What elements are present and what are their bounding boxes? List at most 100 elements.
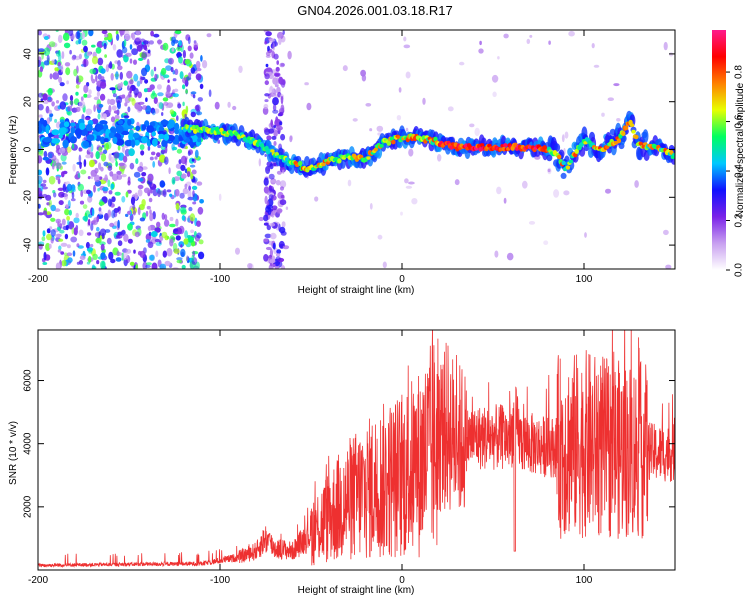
noise-blob — [369, 128, 373, 132]
figure-title: GN04.2026.001.03.18.R17 — [297, 3, 453, 18]
noise-blob — [176, 257, 183, 261]
noise-blob — [177, 103, 182, 109]
noise-blob — [54, 208, 61, 212]
ridge-halo — [554, 143, 561, 152]
noise-blob — [70, 126, 76, 134]
noise-blob — [278, 223, 281, 232]
noise-blob — [92, 253, 98, 260]
noise-blob — [95, 134, 102, 142]
noise-blob — [63, 42, 71, 49]
noise-blob — [265, 63, 269, 68]
noise-blob — [66, 244, 71, 249]
noise-blob — [80, 189, 84, 198]
noise-blob — [50, 217, 56, 222]
noise-blob — [149, 156, 154, 161]
noise-blob — [62, 183, 66, 193]
noise-blob — [179, 206, 187, 213]
noise-blob — [129, 87, 132, 94]
noise-blob — [496, 186, 502, 195]
noise-blob — [663, 229, 669, 236]
noise-blob — [172, 146, 178, 151]
noise-blob — [78, 38, 82, 45]
colorbar-tick-label: 0.4 — [734, 164, 745, 178]
x-tick-label: 0 — [399, 575, 405, 586]
noise-blob — [179, 192, 185, 199]
noise-blob — [265, 54, 271, 58]
noise-blob — [506, 252, 514, 261]
noise-blob — [347, 179, 352, 187]
noise-blob — [187, 150, 191, 157]
noise-blob — [146, 262, 152, 266]
noise-blob — [131, 48, 139, 56]
noise-blob — [133, 171, 141, 178]
noise-blob — [67, 110, 73, 116]
noise-blob — [276, 60, 280, 65]
noise-blob — [116, 250, 120, 257]
noise-blob — [110, 156, 115, 164]
noise-blob — [110, 73, 114, 81]
noise-blob — [48, 175, 56, 185]
noise-blob — [115, 160, 118, 167]
noise-blob — [103, 42, 107, 50]
noise-blob — [376, 125, 384, 132]
noise-blob — [137, 189, 143, 197]
noise-blob — [191, 254, 195, 261]
ridge-core — [219, 127, 224, 133]
noise-blob — [263, 253, 269, 262]
noise-blob — [124, 139, 133, 147]
noise-blob — [127, 119, 132, 126]
noise-blob — [41, 236, 46, 242]
noise-blob — [184, 157, 188, 166]
noise-blob — [214, 101, 220, 110]
noise-blob — [48, 41, 56, 48]
noise-blob — [158, 102, 164, 110]
noise-blob — [43, 36, 49, 40]
noise-blob — [189, 52, 194, 59]
noise-blob — [176, 148, 183, 154]
noise-blob — [148, 181, 152, 188]
noise-blob — [38, 103, 44, 111]
noise-blob — [115, 71, 119, 80]
noise-blob — [133, 87, 139, 96]
noise-blob — [104, 213, 109, 221]
noise-blob — [100, 153, 107, 162]
noise-blob — [128, 132, 134, 142]
noise-blob — [100, 243, 105, 251]
noise-blob — [77, 183, 85, 192]
noise-blob — [197, 97, 203, 102]
noise-blob — [78, 229, 84, 237]
noise-blob — [43, 150, 48, 158]
noise-blob — [188, 206, 193, 212]
noise-blob — [263, 222, 269, 226]
noise-blob — [238, 65, 243, 74]
noise-blob — [197, 137, 202, 143]
noise-blob — [122, 145, 125, 153]
noise-blob — [94, 232, 100, 238]
noise-blob — [161, 112, 164, 116]
noise-blob — [136, 44, 143, 52]
noise-blob — [133, 73, 139, 82]
noise-blob — [146, 205, 151, 210]
noise-blob — [422, 97, 426, 105]
noise-blob — [65, 67, 71, 76]
noise-blob — [171, 47, 175, 52]
noise-blob — [75, 31, 81, 40]
noise-blob — [73, 227, 78, 236]
noise-blob — [132, 209, 136, 216]
noise-blob — [121, 94, 126, 99]
noise-blob — [95, 237, 102, 244]
spectrogram-xlabel: Height of straight line (km) — [298, 285, 415, 296]
noise-blob — [180, 244, 183, 248]
noise-blob — [142, 40, 149, 45]
noise-blob — [273, 141, 277, 146]
noise-blob — [184, 168, 188, 174]
ridge-core — [672, 153, 675, 157]
noise-blob — [194, 149, 199, 158]
noise-blob — [135, 30, 141, 36]
noise-blob — [285, 206, 289, 210]
noise-blob — [139, 75, 143, 85]
noise-blob — [125, 52, 132, 57]
noise-blob — [196, 181, 203, 186]
noise-blob — [127, 238, 133, 244]
noise-blob — [58, 238, 64, 242]
